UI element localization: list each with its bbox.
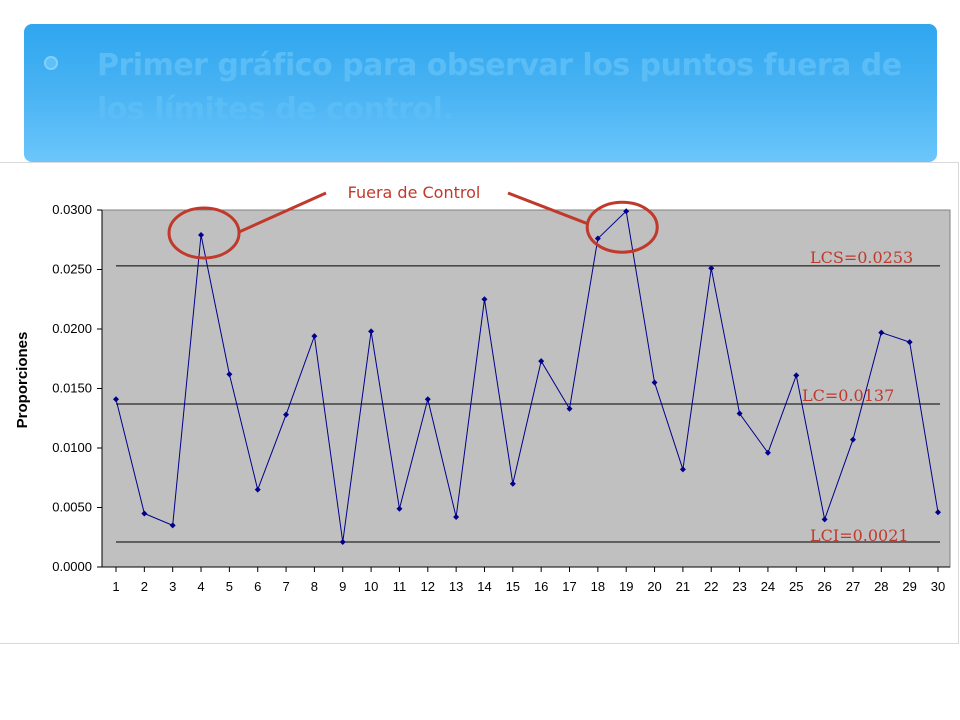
x-tick-label: 25 [789,579,803,594]
y-axis-label: Proporciones [14,332,31,429]
y-tick-label: 0.0000 [52,559,92,574]
data-point [254,486,261,493]
y-tick-label: 0.0250 [52,262,92,277]
x-tick-label: 11 [393,579,407,594]
y-tick-label: 0.0100 [52,440,92,455]
x-tick-label: 16 [534,579,548,594]
y-tick-label: 0.0050 [52,500,92,515]
data-point [793,372,800,379]
x-tick-label: 3 [169,579,176,594]
data-point [481,296,488,303]
data-point [878,329,885,336]
data-point [198,231,205,238]
data-point [169,522,176,529]
series-line [115,210,939,543]
y-tick-label: 0.0300 [52,202,92,217]
y-tick-label: 0.0150 [52,381,92,396]
data-point [736,410,743,417]
bullet-icon [44,56,58,70]
x-tick-label: 1 [112,579,119,594]
x-tick-label: 7 [282,579,289,594]
data-point [453,514,460,521]
data-point [623,208,630,215]
callout-line [238,191,327,234]
x-tick-label: 6 [254,579,261,594]
x-tick-label: 20 [647,579,661,594]
x-tick-label: 21 [676,579,690,594]
control-line-label: LCI=0.0021 [810,526,909,545]
data-point [708,265,715,272]
data-point [849,436,856,443]
data-point [226,371,233,378]
data-point [821,516,828,523]
x-tick-label: 14 [477,579,491,594]
title-banner [24,24,937,162]
data-point [538,358,545,365]
annotation-label: Fuera de Control [348,183,481,202]
data-point [339,539,346,546]
data-point [651,379,658,386]
x-tick-label: 30 [931,579,945,594]
callout-line [507,191,587,225]
x-tick-label: 22 [704,579,718,594]
highlight-circle [585,200,659,254]
x-tick-label: 12 [421,579,435,594]
x-tick-label: 27 [846,579,860,594]
page-title: Primer gráfico para observar los puntos … [97,48,902,127]
data-point [368,328,375,335]
y-tick-label: 0.0200 [52,321,92,336]
x-tick-label: 13 [449,579,463,594]
x-tick-label: 9 [339,579,346,594]
data-point [424,396,431,403]
x-tick-label: 29 [902,579,916,594]
highlight-circle [167,206,241,260]
x-tick-label: 4 [197,579,204,594]
x-tick-label: 24 [761,579,775,594]
x-tick-label: 26 [817,579,831,594]
data-point [283,411,290,418]
x-tick-label: 15 [506,579,520,594]
data-point [311,333,318,340]
data-point [396,505,403,512]
control-line-label: LCS=0.0253 [810,248,913,267]
data-point [594,235,601,242]
data-point [113,396,119,403]
x-tick-label: 19 [619,579,633,594]
x-tick-label: 5 [226,579,233,594]
x-tick-label: 23 [732,579,746,594]
data-point [906,339,913,346]
data-point [566,405,573,412]
x-tick-label: 17 [562,579,576,594]
x-tick-label: 2 [141,579,148,594]
x-tick-label: 28 [874,579,888,594]
x-tick-label: 18 [591,579,605,594]
x-tick-label: 8 [311,579,318,594]
data-point [509,480,516,487]
data-point [141,510,148,517]
data-point [764,449,771,456]
plot-area [101,209,951,568]
data-point [935,509,941,516]
data-point [679,466,686,473]
x-tick-label: 10 [364,579,378,594]
control-line-label: LC=0.0137 [802,386,894,405]
